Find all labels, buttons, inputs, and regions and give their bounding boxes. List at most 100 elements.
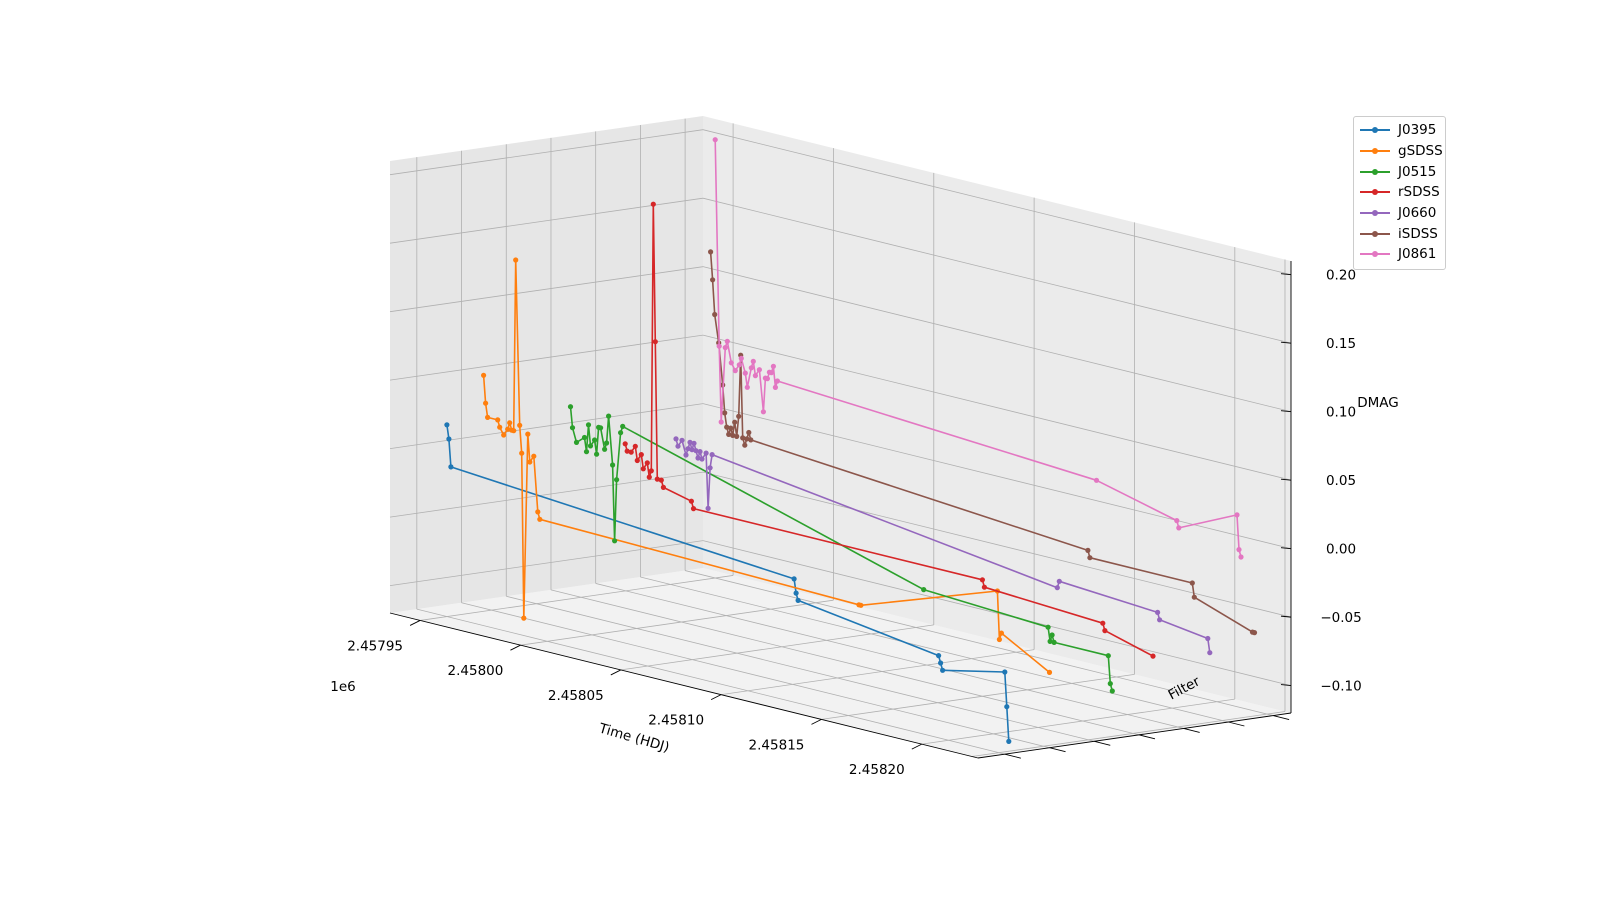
z-grid-line-left <box>389 266 704 313</box>
data-point <box>1234 512 1240 518</box>
axis-lines <box>389 261 1292 759</box>
z-grid-line-left <box>389 197 704 244</box>
x-grid-line-floor <box>420 575 734 621</box>
data-point <box>444 422 450 428</box>
data-point <box>752 373 759 379</box>
y-grid-line-floor <box>640 576 1229 723</box>
data-point <box>728 360 734 366</box>
data-point <box>1056 578 1062 584</box>
x-grid-line-floor <box>721 649 1035 696</box>
x-tick-mark <box>610 669 621 676</box>
z-tick-label: 0.15 <box>1326 336 1356 352</box>
data-point <box>979 577 986 583</box>
data-point <box>622 441 628 447</box>
data-point <box>598 425 604 431</box>
x-tick-mark <box>409 620 421 626</box>
data-point <box>1191 594 1197 600</box>
data-point <box>732 419 738 425</box>
data-point <box>567 404 574 410</box>
z-tick-mark <box>1280 410 1292 413</box>
data-point <box>768 370 775 376</box>
data-point <box>748 365 754 371</box>
data-point <box>446 436 452 442</box>
data-point <box>679 437 685 443</box>
data-point <box>628 449 634 455</box>
z-grid-line-back <box>702 334 1292 481</box>
data-point <box>1085 547 1091 554</box>
data-point <box>640 466 646 472</box>
legend-label: gSDSS <box>1398 143 1443 160</box>
data-point <box>495 417 501 423</box>
z-tick-mark <box>1280 615 1292 618</box>
data-point <box>1004 704 1010 710</box>
data-point <box>652 339 658 345</box>
z-grid-line-back <box>702 197 1292 344</box>
data-point <box>728 425 734 431</box>
data-point <box>936 653 942 659</box>
data-point <box>1155 609 1161 616</box>
data-point <box>1047 638 1053 645</box>
legend-label: iSDSS <box>1398 225 1438 242</box>
z-tick-label: 0.05 <box>1326 473 1356 489</box>
x-tick-label: 2.45815 <box>749 737 805 753</box>
x-tick-mark <box>510 644 521 651</box>
data-point <box>1102 628 1108 634</box>
z-grid-line-left <box>389 540 704 587</box>
legend-marker <box>1372 230 1378 237</box>
legend-label: J0861 <box>1398 246 1437 263</box>
data-point <box>525 431 531 437</box>
data-point <box>521 615 527 621</box>
z-grid-line-left <box>389 471 704 518</box>
series-J0515 <box>567 404 1115 694</box>
data-point <box>602 446 608 452</box>
y-grid-line-floor <box>595 583 1184 729</box>
data-point <box>1054 585 1060 591</box>
data-point <box>710 277 716 283</box>
data-point <box>716 343 722 349</box>
data-point <box>724 338 730 344</box>
data-point <box>744 384 750 390</box>
x-grid-line-floor <box>971 711 1286 757</box>
legend-marker <box>1372 210 1378 217</box>
data-point <box>1251 630 1258 636</box>
data-point <box>760 409 767 415</box>
data-point <box>998 630 1005 636</box>
data-point <box>921 587 927 593</box>
data-point <box>537 516 543 522</box>
data-point <box>594 451 600 457</box>
data-point <box>744 436 750 442</box>
z-tick-mark <box>1280 684 1292 687</box>
data-point <box>688 498 695 504</box>
data-point <box>648 468 654 474</box>
x-grid-line-floor <box>921 698 1235 745</box>
floor-pane <box>390 568 1291 758</box>
x-tick-label: 2.45800 <box>448 663 504 679</box>
z-grid-line-back <box>702 540 1292 686</box>
legend-marker <box>1372 127 1378 134</box>
y-grid-line-floor <box>506 595 1095 742</box>
data-point <box>689 447 695 453</box>
data-point <box>742 442 748 448</box>
z-grid-line-left <box>389 403 704 450</box>
data-point <box>770 363 777 369</box>
data-point <box>1049 632 1055 638</box>
data-point <box>940 667 946 673</box>
z-tick-label: −0.05 <box>1320 610 1361 626</box>
grid-lines <box>389 118 1292 757</box>
data-point <box>1107 681 1113 687</box>
data-point <box>732 368 738 374</box>
data-point <box>581 434 588 441</box>
x-tick-label: 2.45805 <box>548 688 604 704</box>
data-point <box>513 257 519 263</box>
data-point <box>632 443 638 449</box>
y-tick-mark <box>1094 740 1111 746</box>
axis-ticks: 2.45795 2.45800 2.45805 2.45810 2.45815 2.458… <box>347 268 1361 778</box>
legend-item: J0660 <box>1354 203 1445 224</box>
data-point <box>614 477 620 483</box>
legend-label: J0660 <box>1398 205 1437 222</box>
z-axis-label: DMAG <box>1357 395 1399 411</box>
legend-marker <box>1372 189 1378 196</box>
legend-label: rSDSS <box>1398 184 1440 201</box>
data-point <box>705 505 711 511</box>
